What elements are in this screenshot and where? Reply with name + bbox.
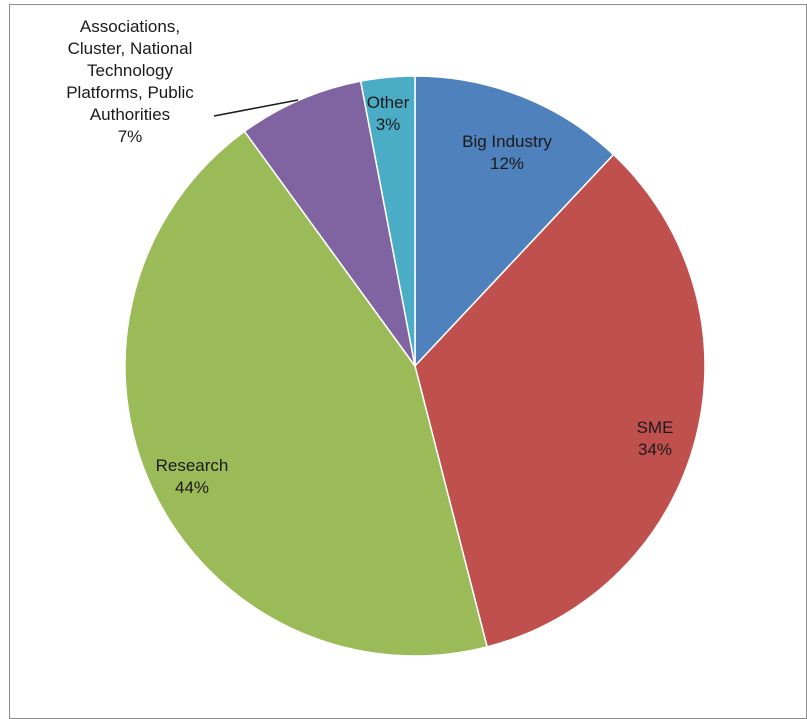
- slice-label: SME 34%: [637, 418, 674, 459]
- slice-labels: Big Industry 12% SME 34% Research 44% Associat…: [66, 17, 673, 497]
- slice-label: Associations, Cluster, National Technology…: [66, 17, 194, 146]
- slice-label: Other 3%: [367, 93, 410, 134]
- slice-label: Research 44%: [156, 456, 229, 497]
- pie-slice-research: [124, 130, 489, 657]
- slice-label: Big Industry 12%: [462, 132, 552, 173]
- leader-line: [213, 99, 299, 117]
- pie-slice-other: [359, 75, 416, 367]
- pie-slice-associations-cluster-national-technology-platforms-public-authorities: [243, 80, 416, 367]
- pie-slices: [124, 75, 706, 657]
- pie-slice-big-industry: [414, 75, 615, 368]
- pie-slice-sme: [414, 153, 706, 648]
